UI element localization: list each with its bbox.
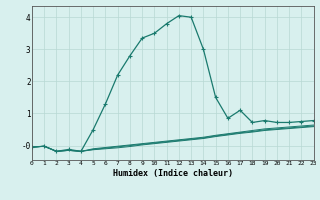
X-axis label: Humidex (Indice chaleur): Humidex (Indice chaleur) <box>113 169 233 178</box>
